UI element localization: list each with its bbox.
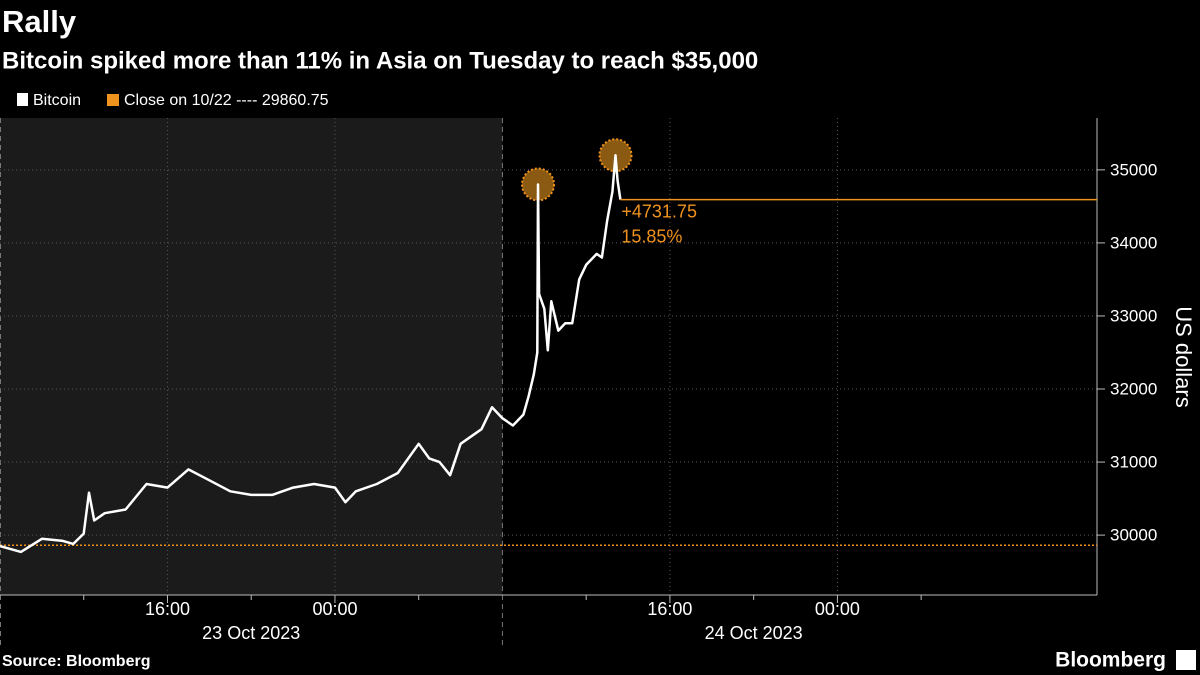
legend-swatch [107, 94, 119, 106]
x-tick-label: 00:00 [312, 599, 357, 619]
y-tick-label: 35000 [1110, 160, 1157, 179]
y-tick-label: 32000 [1110, 379, 1157, 398]
y-tick-label: 33000 [1110, 306, 1157, 325]
y-tick-label: 31000 [1110, 453, 1157, 472]
line [0, 154, 622, 554]
chart-title: Rally [2, 4, 77, 39]
y-tick-label: 34000 [1110, 233, 1157, 252]
legend-label: Bitcoin [33, 92, 81, 109]
y-tick-label: 30000 [1110, 526, 1157, 545]
brand-icon [1176, 650, 1196, 670]
brand: Bloomberg [1055, 649, 1166, 672]
x-date-label: 23 Oct 2023 [202, 623, 300, 643]
legend-swatch [17, 93, 28, 106]
annotation: 15.85% [621, 226, 682, 246]
source: Source: Bloomberg [2, 653, 150, 670]
legend-label: Close on 10/22 ---- 29860.75 [124, 92, 329, 109]
x-tick-label: 16:00 [647, 599, 692, 619]
x-date-label: 24 Oct 2023 [705, 623, 803, 643]
x-tick-label: 16:00 [145, 599, 190, 619]
y-axis-label: US dollars [1171, 306, 1196, 407]
x-tick-label: 00:00 [815, 599, 860, 619]
shaded-region [0, 118, 503, 595]
annotation: +4731.75 [621, 201, 697, 221]
chart-subtitle: Bitcoin spiked more than 11% in Asia on … [2, 47, 758, 74]
